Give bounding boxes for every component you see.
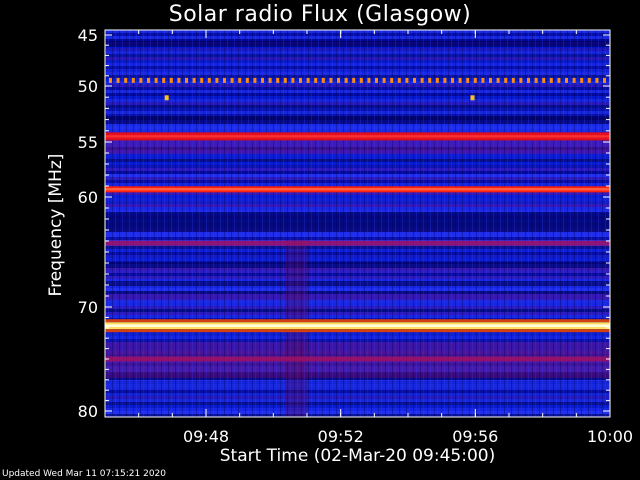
pulse-dot xyxy=(534,77,538,83)
pulse-dot xyxy=(337,77,340,83)
pulse-dot xyxy=(154,77,158,83)
pulse-dot xyxy=(283,77,287,83)
pulse-dot xyxy=(580,77,584,83)
pulse-dot xyxy=(519,77,523,83)
pulse-dot xyxy=(595,77,599,83)
band-edge xyxy=(105,319,610,323)
x-tick-label: 09:48 xyxy=(183,427,229,446)
band-moderate xyxy=(105,356,610,362)
point-signal xyxy=(164,95,169,101)
pulse-dot xyxy=(215,77,219,83)
pulse-dot xyxy=(299,77,302,83)
pulse-dot xyxy=(496,77,500,83)
pulse-dot xyxy=(473,77,477,83)
pulse-dot xyxy=(587,77,591,83)
y-tick-label: 55 xyxy=(78,133,98,152)
pulse-dot xyxy=(276,77,280,83)
pulse-dot xyxy=(207,77,211,83)
pulse-dot xyxy=(572,77,576,83)
y-tick-label: 70 xyxy=(78,298,98,317)
band-core xyxy=(105,188,610,191)
noise-streaks xyxy=(105,30,610,417)
updated-timestamp: Updated Wed Mar 11 07:15:21 2020 xyxy=(2,469,166,479)
pulse-dot xyxy=(185,77,188,83)
pulse-dot xyxy=(435,77,439,83)
pulse-dot xyxy=(192,77,196,83)
pulse-dot xyxy=(314,77,318,83)
pulse-dot xyxy=(169,77,173,83)
pulse-dot xyxy=(420,77,424,83)
pulse-dot xyxy=(549,77,553,83)
y-axis-label: Frequency [MHz] xyxy=(46,153,66,297)
pulse-dot xyxy=(344,77,348,83)
chart-title: Solar radio Flux (Glasgow) xyxy=(168,2,472,27)
pulse-dot xyxy=(177,77,181,83)
pulse-dot xyxy=(458,77,462,83)
pulse-dot xyxy=(382,77,386,83)
pulse-dot xyxy=(466,77,470,83)
y-axis: 45 50 55 60 70 80 xyxy=(78,26,610,421)
band-edge xyxy=(105,329,610,333)
band-core xyxy=(105,135,610,138)
pulse-dot xyxy=(542,77,546,83)
pulse-dot xyxy=(124,77,128,83)
pulse-dot xyxy=(527,77,530,83)
y-tick-label: 45 xyxy=(78,26,98,45)
plot-frame xyxy=(104,29,611,418)
y-tick-label: 60 xyxy=(78,188,98,207)
x-axis: 09:48 09:52 09:56 10:00 xyxy=(138,30,633,446)
pulse-dot xyxy=(565,77,568,83)
pulse-dot xyxy=(504,77,508,83)
pulse-dot xyxy=(230,77,234,83)
x-tick-label: 10:00 xyxy=(587,427,633,446)
x-axis-label: Start Time (02-Mar-20 09:45:00) xyxy=(219,446,496,466)
pulse-dot xyxy=(162,77,166,83)
pulse-dot xyxy=(238,77,242,83)
pulse-dot xyxy=(223,77,226,83)
pulse-dot xyxy=(131,77,135,83)
band-core xyxy=(105,324,610,327)
pulse-dot xyxy=(352,77,356,83)
plot-area xyxy=(105,30,610,417)
pulse-dot xyxy=(428,77,432,83)
pulse-dot xyxy=(253,77,257,83)
pulse-dot xyxy=(200,77,204,83)
pulse-dot xyxy=(390,77,394,83)
pulse-dot xyxy=(489,77,492,83)
pulse-dot xyxy=(245,77,249,83)
pulse-dot xyxy=(511,77,515,83)
pulse-dot xyxy=(375,77,378,83)
pulse-dot xyxy=(405,77,409,83)
pulse-dot xyxy=(306,77,310,83)
pulse-dot xyxy=(321,77,325,83)
pulse-dot xyxy=(481,77,485,83)
x-tick-label: 09:52 xyxy=(318,427,364,446)
y-tick-label: 80 xyxy=(78,402,98,421)
pulse-dot xyxy=(268,77,272,83)
pulse-dot xyxy=(443,77,447,83)
pulse-dot xyxy=(147,77,150,83)
pulse-dot xyxy=(359,77,363,83)
pulse-dot xyxy=(367,77,371,83)
pulse-dot xyxy=(116,77,120,83)
frequency-bands xyxy=(105,77,610,362)
pulse-dot xyxy=(109,77,112,83)
band-moderate xyxy=(105,240,610,246)
pulse-dot xyxy=(139,77,143,83)
pulse-dot xyxy=(603,77,606,83)
pulse-dot xyxy=(451,77,454,83)
pulse-dot xyxy=(413,77,416,83)
pulse-dot xyxy=(291,77,295,83)
y-tick-label: 50 xyxy=(78,77,98,96)
pulse-dot xyxy=(329,77,333,83)
pulse-dot xyxy=(557,77,561,83)
point-signal xyxy=(470,95,475,101)
pulse-dot xyxy=(397,77,401,83)
pulse-dot xyxy=(261,77,264,83)
x-tick-label: 09:56 xyxy=(452,427,498,446)
